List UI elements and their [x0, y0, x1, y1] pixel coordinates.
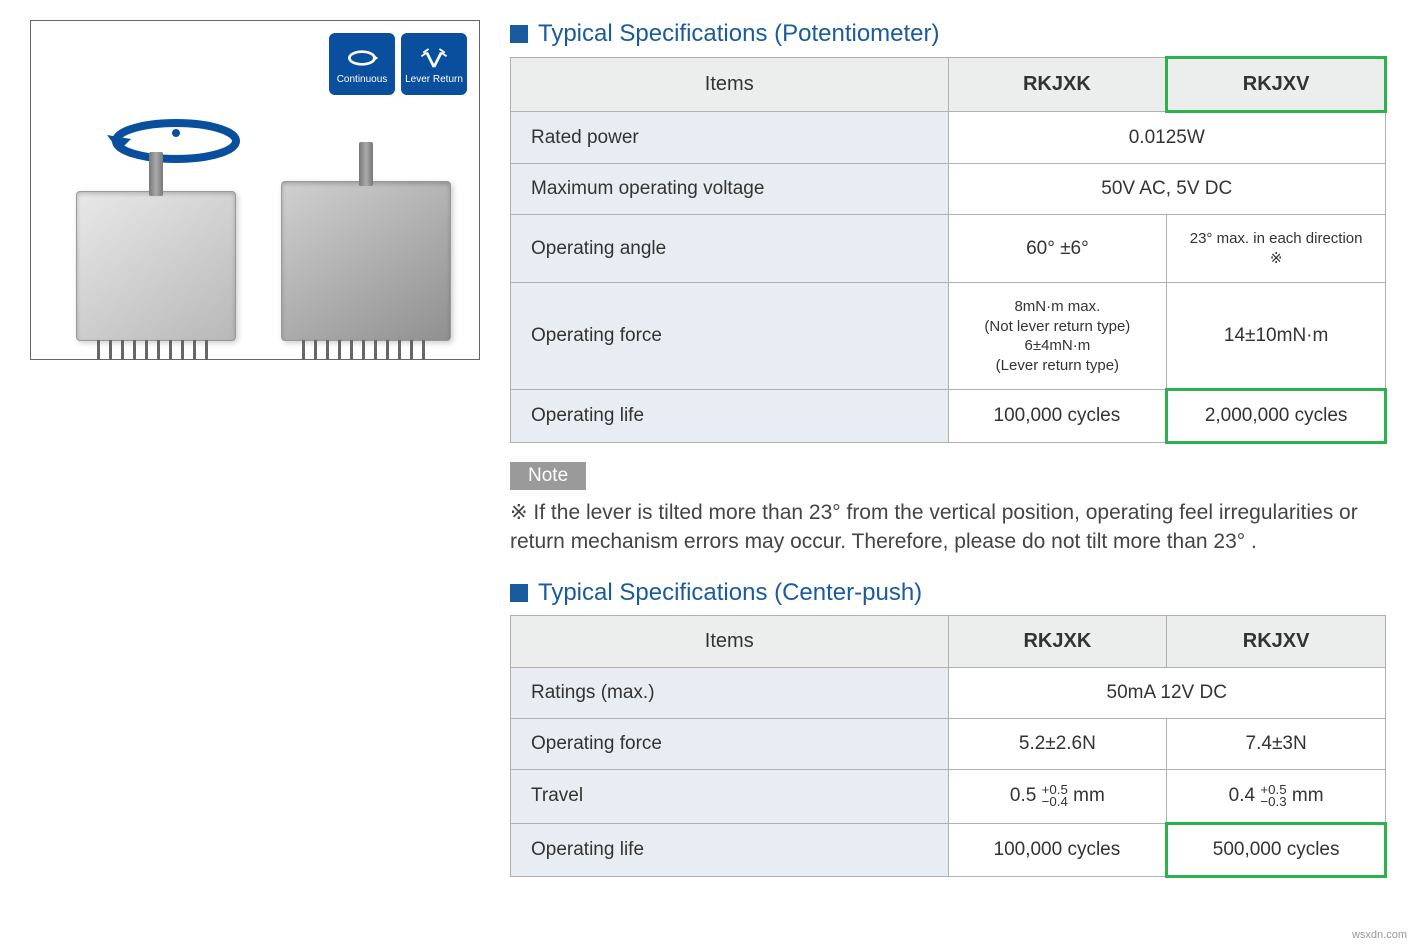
t2-travel-v1-unit: mm — [1073, 785, 1105, 806]
t1-op-life-v2: 2,000,000 cycles — [1167, 390, 1386, 443]
note-text: ※ If the lever is tilted more than 23° f… — [510, 498, 1387, 557]
t2-travel-v2-sub: −0.3 — [1260, 794, 1286, 809]
specs-potentiometer-table: Items RKJXK RKJXV Rated power 0.0125W Ma… — [510, 56, 1387, 444]
t2-travel-v1: 0.5 +0.5 −0.4 mm — [948, 769, 1167, 823]
table-row: Operating force 5.2±2.6N 7.4±3N — [511, 718, 1386, 769]
product-image-box: Continuous Lever Return — [30, 20, 480, 360]
t1-op-force-v1-l2: (Not lever return type) — [984, 318, 1130, 335]
source-watermark: wsxdn.com — [1352, 929, 1407, 941]
table-row: Rated power 0.0125W — [511, 112, 1386, 164]
t1-op-force-v2: 14±10mN·m — [1167, 283, 1386, 390]
t1-op-force-v1-l3: 6±4mN·m — [1025, 337, 1091, 354]
t2-travel-v2-unit: mm — [1292, 785, 1324, 806]
t2-ratings-label: Ratings (max.) — [511, 667, 949, 718]
t2-travel-v1-sub: −0.4 — [1042, 794, 1068, 809]
lever-return-badge-label: Lever Return — [405, 74, 463, 85]
continuous-badge-label: Continuous — [337, 74, 388, 85]
t1-op-angle-label: Operating angle — [511, 215, 949, 283]
t1-op-life-label: Operating life — [511, 390, 949, 443]
t1-op-angle-v2: 23° max. in each direction ※ — [1167, 215, 1386, 283]
lever-return-icon — [416, 44, 452, 72]
t2-op-life-v1: 100,000 cycles — [948, 823, 1167, 876]
t2-op-force-v2: 7.4±3N — [1167, 718, 1386, 769]
table-row: Operating angle 60° ±6° 23° max. in each… — [511, 215, 1386, 283]
table-row: Operating life 100,000 cycles 2,000,000 … — [511, 390, 1386, 443]
t2-header-col2: RKJXV — [1167, 615, 1386, 667]
table1-title: Typical Specifications (Potentiometer) — [510, 20, 1387, 48]
t1-header-items: Items — [511, 58, 949, 112]
t1-max-voltage-label: Maximum operating voltage — [511, 164, 949, 215]
t1-op-force-v1: 8mN·m max. (Not lever return type) 6±4mN… — [948, 283, 1167, 390]
table-row: Maximum operating voltage 50V AC, 5V DC — [511, 164, 1386, 215]
t2-header-col1: RKJXK — [948, 615, 1167, 667]
t2-travel-label: Travel — [511, 769, 949, 823]
t2-op-force-label: Operating force — [511, 718, 949, 769]
table-row: Travel 0.5 +0.5 −0.4 mm 0.4 +0.5 −0. — [511, 769, 1386, 823]
t2-op-force-v1: 5.2±2.6N — [948, 718, 1167, 769]
t2-travel-v1-base: 0.5 — [1010, 785, 1036, 806]
t2-op-life-v2: 500,000 cycles — [1167, 823, 1386, 876]
t2-header-items: Items — [511, 615, 949, 667]
t1-op-force-label: Operating force — [511, 283, 949, 390]
note-badge: Note — [510, 462, 586, 490]
t1-op-force-v1-l1: 8mN·m max. — [1014, 298, 1100, 315]
rotate-arrow-icon — [101, 111, 251, 171]
t1-header-col2: RKJXV — [1167, 58, 1386, 112]
t2-op-life-label: Operating life — [511, 823, 949, 876]
t1-rated-power-label: Rated power — [511, 112, 949, 164]
t1-op-angle-v1: 60° ±6° — [948, 215, 1167, 283]
t2-travel-v2: 0.4 +0.5 −0.3 mm — [1167, 769, 1386, 823]
table2-title: Typical Specifications (Center-push) — [510, 579, 1387, 607]
joystick-component-image-1 — [76, 191, 236, 341]
lever-return-badge: Lever Return — [401, 33, 467, 95]
table-row: Ratings (max.) 50mA 12V DC — [511, 667, 1386, 718]
t2-travel-v2-base: 0.4 — [1229, 785, 1255, 806]
t1-rated-power-value: 0.0125W — [948, 112, 1386, 164]
t1-header-col1: RKJXK — [948, 58, 1167, 112]
t2-ratings-value: 50mA 12V DC — [948, 667, 1386, 718]
joystick-component-image-2 — [281, 181, 451, 341]
table-row: Operating force 8mN·m max. (Not lever re… — [511, 283, 1386, 390]
continuous-icon — [344, 44, 380, 72]
t1-max-voltage-value: 50V AC, 5V DC — [948, 164, 1386, 215]
specs-centerpush-table: Items RKJXK RKJXV Ratings (max.) 50mA 12… — [510, 615, 1387, 878]
t1-op-life-v1: 100,000 cycles — [948, 390, 1167, 443]
continuous-badge: Continuous — [329, 33, 395, 95]
t1-op-force-v1-l4: (Lever return type) — [996, 357, 1119, 374]
table-row: Operating life 100,000 cycles 500,000 cy… — [511, 823, 1386, 876]
